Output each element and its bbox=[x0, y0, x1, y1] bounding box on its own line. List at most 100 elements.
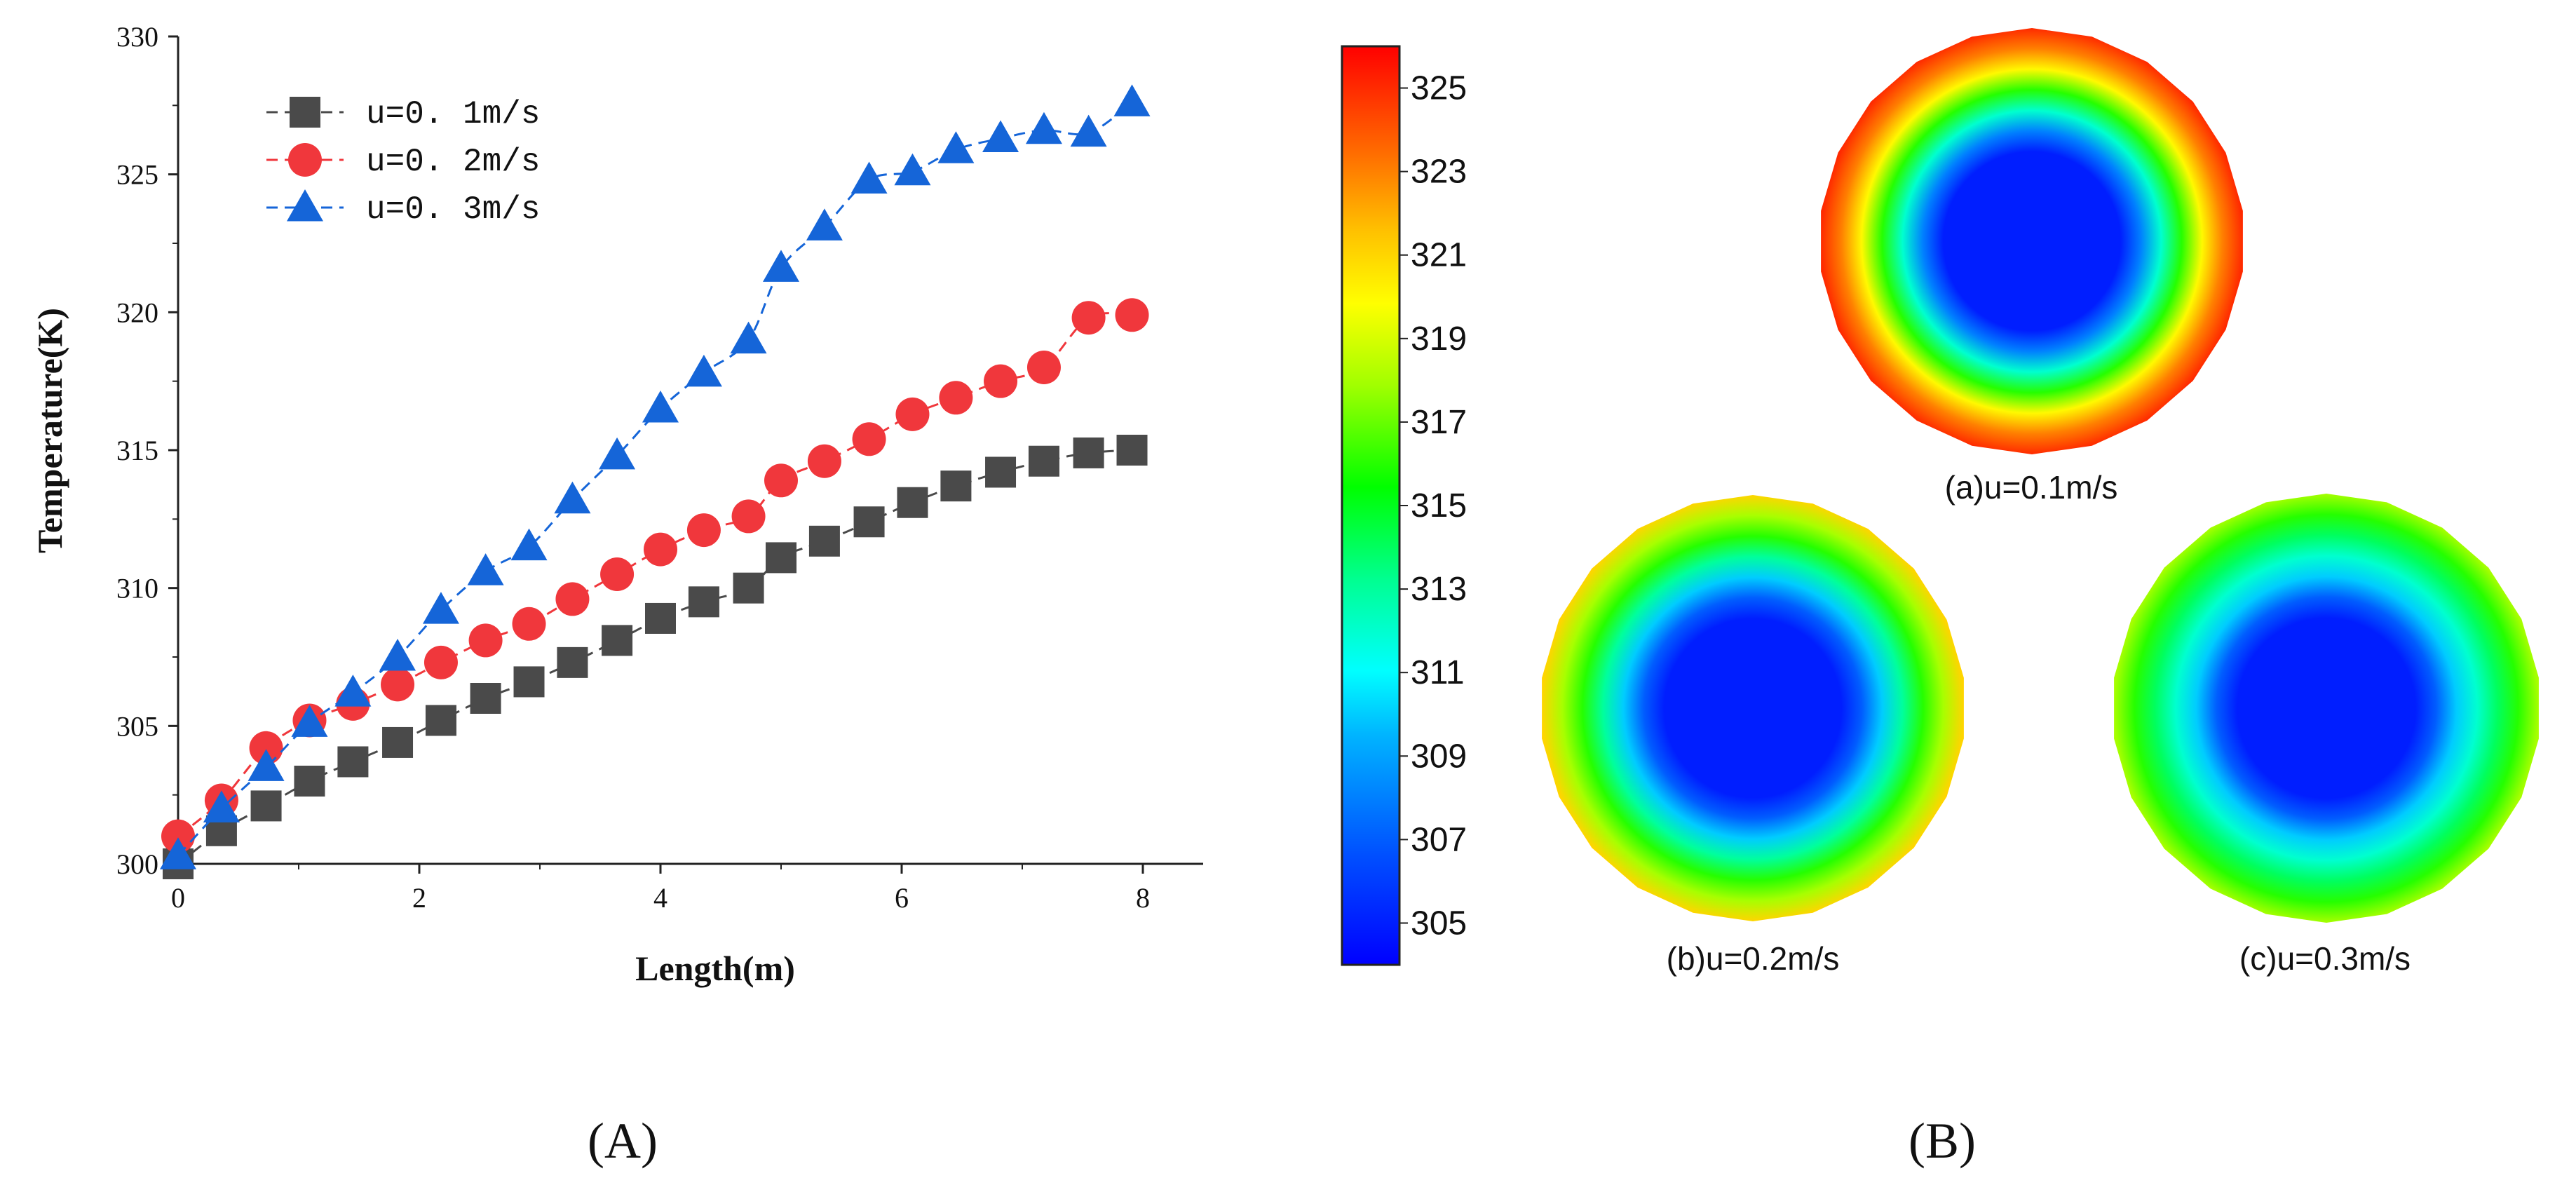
data-point bbox=[248, 749, 285, 781]
series-2 bbox=[161, 298, 1149, 853]
panel-label-b: (B) bbox=[1909, 1113, 1976, 1169]
data-point bbox=[468, 623, 503, 658]
data-point bbox=[766, 542, 796, 574]
data-point bbox=[686, 513, 721, 548]
data-point bbox=[1025, 111, 1062, 144]
legend-marker bbox=[288, 143, 322, 177]
x-axis-label: Length(m) bbox=[635, 949, 795, 988]
axes: 0 2 4 6 8 300 305 310 315 320 325 330 bbox=[116, 21, 1203, 914]
data-point bbox=[510, 528, 548, 561]
data-point bbox=[337, 746, 369, 778]
x-tick-label: 4 bbox=[653, 882, 667, 914]
data-point bbox=[381, 668, 415, 702]
data-point bbox=[334, 675, 372, 707]
data-point bbox=[763, 250, 799, 282]
data-point bbox=[555, 582, 590, 616]
y-tick-label: 300 bbox=[116, 848, 158, 880]
data-point bbox=[852, 422, 886, 456]
data-point bbox=[382, 726, 414, 758]
colorbar-tick-label: 307 bbox=[1411, 821, 1467, 858]
x-tick-label: 6 bbox=[895, 882, 909, 914]
data-point bbox=[379, 639, 416, 671]
data-point bbox=[599, 437, 636, 470]
x-tick-label: 0 bbox=[171, 882, 185, 914]
y-tick-label: 315 bbox=[116, 435, 158, 466]
x-tick-label: 8 bbox=[1136, 882, 1150, 914]
data-point bbox=[600, 557, 635, 591]
colorbar-tick-label: 325 bbox=[1411, 70, 1467, 107]
colorbar-tick-label: 311 bbox=[1411, 654, 1465, 691]
data-point bbox=[733, 572, 764, 604]
data-point bbox=[294, 766, 325, 797]
data-point bbox=[894, 153, 931, 186]
data-point bbox=[249, 731, 283, 765]
data-point bbox=[688, 586, 719, 618]
colorbar-gradient bbox=[1341, 45, 1401, 966]
data-point bbox=[467, 553, 504, 585]
data-point bbox=[423, 645, 458, 679]
data-point bbox=[425, 705, 456, 736]
data-point bbox=[1116, 435, 1148, 466]
series-line bbox=[177, 449, 1132, 865]
colorbar-tick-label: 305 bbox=[1411, 905, 1467, 942]
y-tick-label: 310 bbox=[116, 573, 158, 604]
data-point bbox=[806, 208, 843, 241]
colorbar-ticks: 305 307 309 311 313 315 317 319 321 323 325 bbox=[1399, 70, 1467, 942]
data-point bbox=[985, 456, 1017, 488]
data-point bbox=[1073, 437, 1104, 468]
data-point bbox=[645, 602, 676, 634]
data-point bbox=[291, 705, 328, 737]
colorbar-tick-label: 317 bbox=[1411, 404, 1467, 441]
data-point bbox=[731, 499, 766, 534]
colorbar-tick-label: 321 bbox=[1411, 237, 1467, 274]
data-point bbox=[940, 470, 972, 502]
disc-caption-b: (b)u=0.2m/s bbox=[1666, 940, 1840, 977]
data-point bbox=[513, 666, 545, 698]
colorbar-tick-label: 315 bbox=[1411, 487, 1467, 524]
data-point bbox=[853, 506, 885, 538]
y-tick-label: 305 bbox=[116, 710, 158, 742]
data-point bbox=[602, 625, 633, 656]
data-point bbox=[1113, 84, 1151, 116]
data-point bbox=[730, 321, 767, 354]
data-point bbox=[160, 837, 196, 869]
data-point bbox=[939, 381, 973, 415]
temperature-disc bbox=[2114, 494, 2539, 923]
data-point bbox=[422, 592, 459, 624]
legend-marker bbox=[287, 189, 323, 222]
temperature-discs bbox=[1542, 28, 2539, 923]
data-point bbox=[1071, 301, 1106, 335]
legend: u=0. 1m/s u=0. 2m/s u=0. 3m/s bbox=[266, 96, 540, 228]
data-point bbox=[808, 525, 840, 557]
data-point bbox=[895, 397, 930, 431]
data-point bbox=[250, 790, 282, 822]
disc-caption-c: (c)u=0.3m/s bbox=[2239, 940, 2411, 977]
disc-caption-a: (a)u=0.1m/s bbox=[1944, 469, 2118, 506]
y-tick-label: 320 bbox=[116, 297, 158, 328]
data-point bbox=[642, 391, 679, 423]
series-group bbox=[160, 84, 1151, 879]
legend-label: u=0. 1m/s bbox=[366, 96, 540, 133]
data-point bbox=[982, 120, 1019, 153]
temperature-disc bbox=[1542, 495, 1964, 921]
series-1 bbox=[163, 435, 1148, 879]
colorbar-tick-label: 323 bbox=[1411, 154, 1467, 191]
legend-item: u=0. 2m/s bbox=[266, 143, 540, 180]
data-point bbox=[685, 354, 722, 387]
legend-label: u=0. 3m/s bbox=[366, 191, 540, 228]
colorbar-tick-label: 313 bbox=[1411, 571, 1467, 608]
colorbar-tick-label: 319 bbox=[1411, 320, 1467, 358]
y-tick-label: 330 bbox=[116, 21, 158, 53]
data-point bbox=[764, 463, 798, 498]
legend-label: u=0. 2m/s bbox=[366, 144, 540, 180]
legend-item: u=0. 3m/s bbox=[266, 189, 540, 228]
data-point bbox=[557, 646, 588, 678]
y-tick-label: 325 bbox=[116, 159, 158, 191]
legend-item: u=0. 1m/s bbox=[266, 96, 540, 133]
x-tick-label: 2 bbox=[412, 882, 426, 914]
colorbar-tick-label: 309 bbox=[1411, 738, 1467, 775]
data-point bbox=[554, 481, 591, 514]
data-point bbox=[937, 131, 975, 163]
